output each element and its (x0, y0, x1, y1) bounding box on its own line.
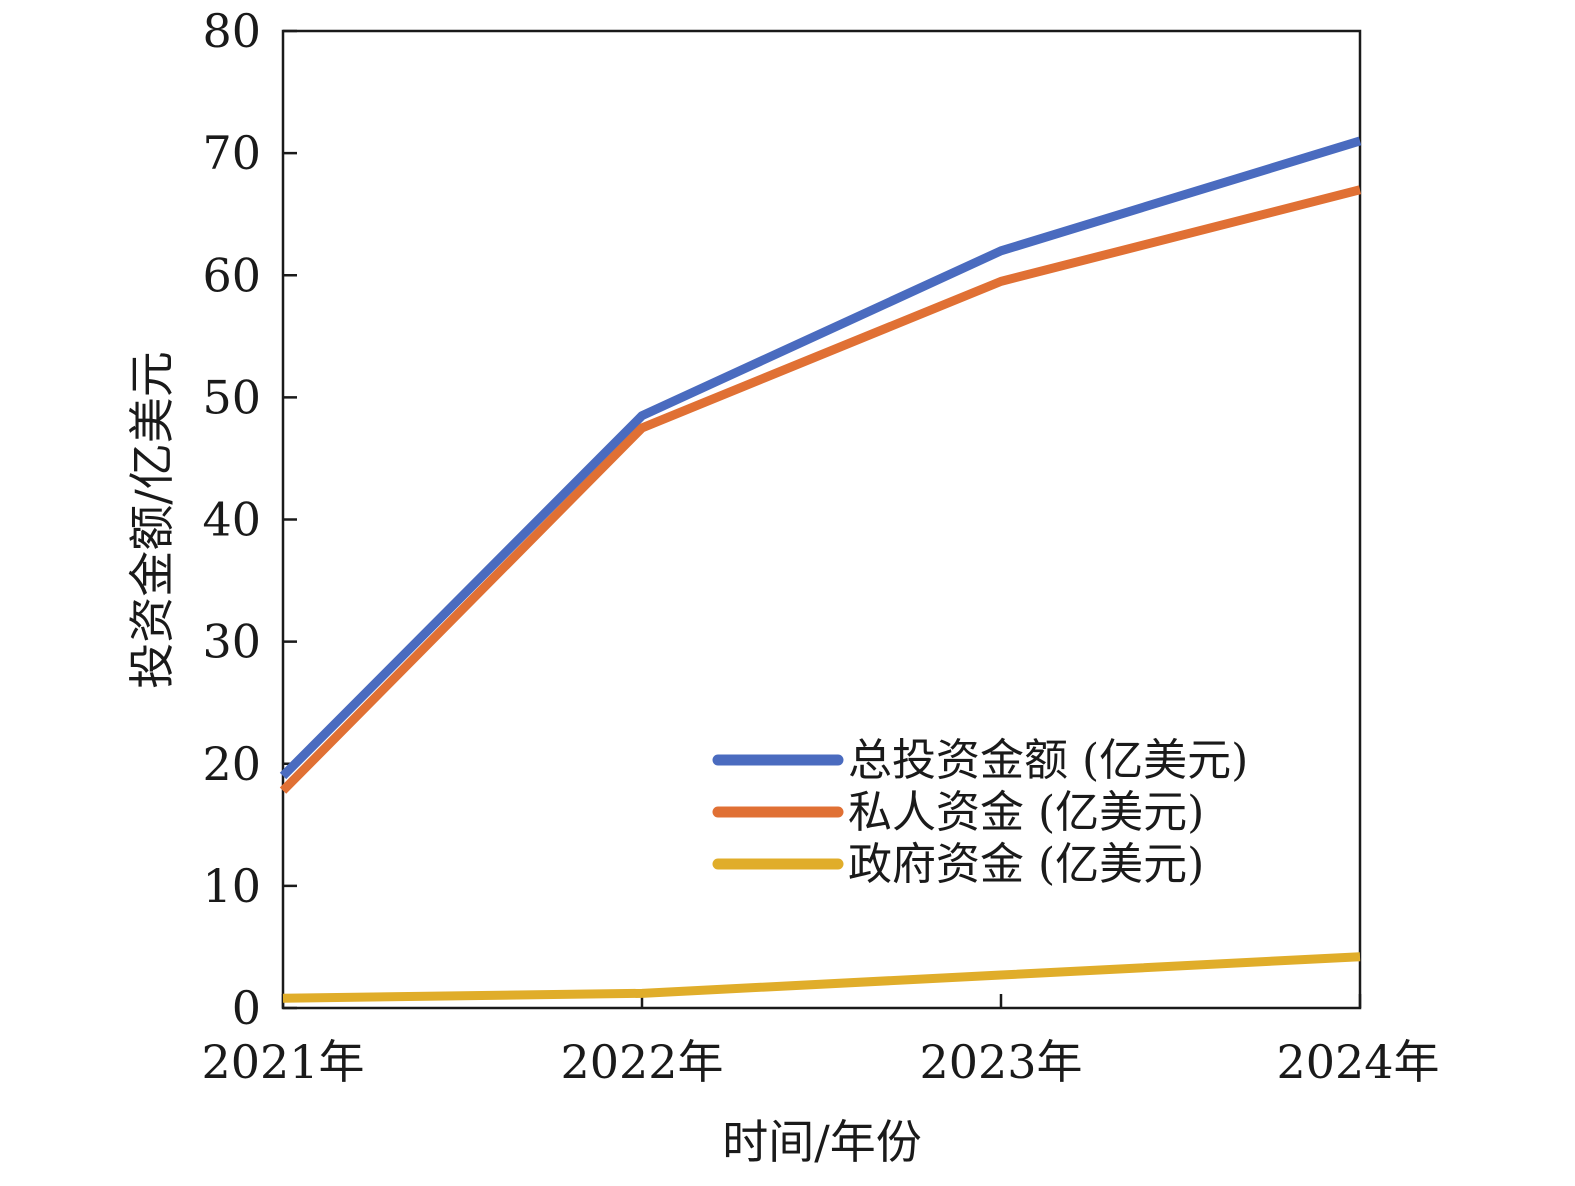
y-tick-label: 30 (202, 615, 261, 669)
y-tick-label: 10 (202, 859, 261, 913)
y-axis-title: 投资金额/亿美元 (125, 351, 179, 689)
y-tick-label: 70 (202, 126, 261, 180)
y-tick-label: 60 (202, 248, 261, 302)
series-lines (279, 136, 1362, 1003)
x-axis-title: 时间/年份 (722, 1115, 922, 1169)
legend: 总投资金额 (亿美元)私人资金 (亿美元)政府资金 (亿美元) (712, 735, 1248, 890)
y-tick-label: 40 (202, 493, 261, 547)
legend-label-0: 总投资金额 (亿美元) (848, 735, 1248, 786)
x-tick-label: 2021年 (201, 1035, 364, 1089)
series-line-1 (279, 185, 1362, 794)
legend-label-1: 私人资金 (亿美元) (848, 787, 1204, 838)
x-tick-label: 2022年 (560, 1035, 723, 1089)
series-line-0 (279, 136, 1362, 780)
y-axis: 0 10 20 30 40 50 60 70 80 (202, 4, 297, 1035)
x-tick-label: 2023年 (919, 1035, 1082, 1089)
x-axis: 2021年 2022年 2023年 2024年 (201, 994, 1440, 1089)
x-tick-label: 2024年 (1276, 1035, 1439, 1089)
legend-label-2: 政府资金 (亿美元) (848, 839, 1204, 890)
y-tick-label: 50 (202, 370, 261, 424)
series-line-2 (282, 952, 1361, 1003)
y-tick-label: 0 (232, 981, 261, 1035)
y-tick-label: 20 (202, 737, 261, 791)
y-tick-label: 80 (202, 4, 261, 58)
